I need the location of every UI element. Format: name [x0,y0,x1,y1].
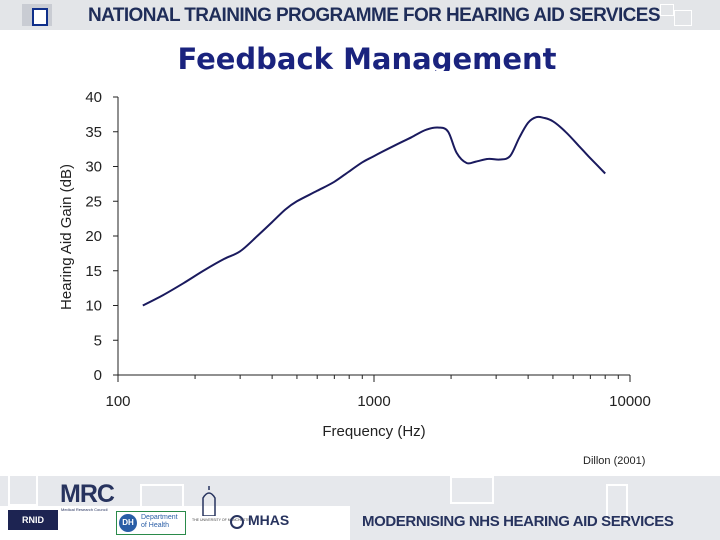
y-tick-label: 35 [85,124,102,141]
dh-name: Department of Health [141,514,178,529]
footer-title: MODERNISING NHS HEARING AID SERVICES [362,513,674,530]
y-tick-label: 0 [94,367,102,384]
mrc-subtitle: Medical Research Council [61,507,108,512]
y-tick-label: 40 [85,89,102,106]
x-axis-label: Frequency (Hz) [322,423,425,440]
y-tick-label: 10 [85,298,102,315]
manchester-logo: THE UNIVERSITY OF MANCHESTER [192,518,253,522]
mhas-swirl-icon [230,515,244,529]
footer-banner: MRC Medical Research Council RNID DH Dep… [0,472,720,540]
header-banner: NATIONAL TRAINING PROGRAMME FOR HEARING … [0,0,720,30]
header-title: NATIONAL TRAINING PROGRAMME FOR HEARING … [88,5,661,26]
x-tick-label: 1000 [357,393,390,410]
x-tick-label: 100 [105,393,130,410]
mhas-logo: MHAS [248,512,290,528]
dh-circle-icon: DH [119,514,137,532]
y-axis-label: Hearing Aid Gain (dB) [58,164,75,310]
header-decoration-right [658,2,698,28]
y-tick-label: 15 [85,263,102,280]
x-axis: 100 1000 10000 [105,374,651,410]
citation: Dillon (2001) [583,455,646,467]
slide-title: Feedback Management [177,42,557,71]
rnid-logo: RNID [8,510,58,530]
department-of-health-logo: DH Department of Health [116,511,186,535]
y-tick-label: 5 [94,332,102,349]
university-crest-icon [202,486,216,516]
header-decoration-left [22,4,52,26]
mrc-logo: MRC [60,480,115,508]
y-tick-label: 30 [85,159,102,176]
y-tick-label: 20 [85,228,102,245]
y-tick-label: 25 [85,193,102,210]
gain-frequency-chart: 0 5 10 15 20 25 30 35 40 100 1000 10000 Hearing Ai… [58,89,651,440]
y-axis: 0 5 10 15 20 25 30 35 40 [85,89,119,384]
gain-curve [142,115,606,307]
x-tick-label: 10000 [609,393,651,410]
series-group [142,115,606,307]
